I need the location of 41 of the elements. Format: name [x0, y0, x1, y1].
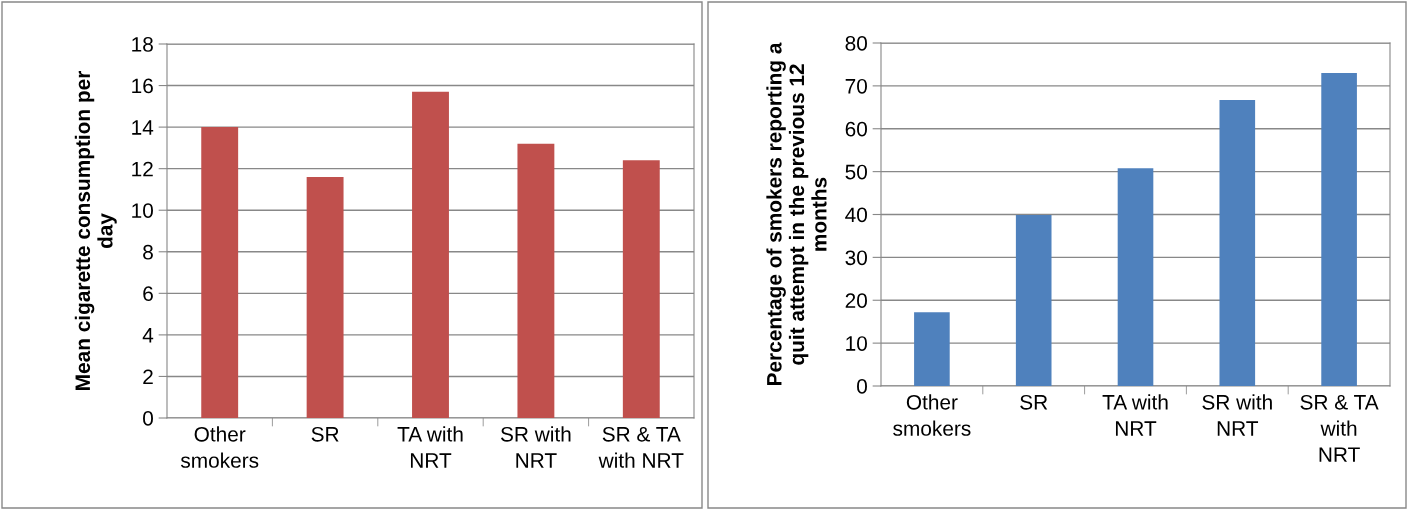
y-tick-label: 10 — [132, 203, 153, 218]
y-tick-label: 20 — [845, 293, 867, 308]
bar — [306, 176, 344, 418]
bar — [622, 160, 660, 418]
x-tick-label: SR — [311, 426, 339, 442]
y-tick-label: 0 — [143, 411, 153, 426]
y-tick-label: 6 — [143, 286, 153, 302]
y-tick-label: 30 — [845, 250, 867, 266]
y-tick-label: 40 — [845, 207, 867, 223]
bar — [1321, 73, 1357, 386]
y-tick-label: 80 — [845, 36, 867, 51]
x-tick-label: SR & TA with NRT — [598, 426, 684, 468]
bar — [201, 127, 239, 418]
x-tick-label: Other smokers — [180, 426, 259, 468]
y-axis-title: Percentage of smokers reporting a quit attempt in the previous 12 months — [766, 42, 827, 386]
y-tick-label: 4 — [142, 328, 154, 343]
x-tick-label: Other smokers — [893, 394, 971, 436]
y-tick-label: 0 — [857, 379, 867, 394]
bar — [914, 312, 950, 386]
y-tick-label: 70 — [845, 78, 867, 94]
bar — [412, 91, 449, 418]
y-tick-label: 50 — [845, 164, 867, 180]
y-tick-label: 18 — [132, 37, 153, 52]
bar — [1219, 100, 1256, 386]
x-tick-label: SR with NRT — [500, 426, 571, 468]
y-axis-title: Mean cigarette consumption per day — [74, 70, 117, 390]
y-tick-label: 14 — [132, 120, 154, 135]
bar — [1015, 214, 1052, 386]
x-tick-label: TA with NRT — [1102, 394, 1168, 436]
x-tick-label: TA with NRT — [397, 426, 463, 468]
y-tick-label: 10 — [846, 336, 867, 351]
y-tick-label: 12 — [132, 161, 153, 177]
y-tick-label: 2 — [143, 369, 153, 384]
y-tick-label: 16 — [132, 78, 153, 94]
bar — [1117, 168, 1154, 386]
y-tick-label: 8 — [143, 244, 153, 260]
y-tick-label: 60 — [845, 121, 867, 137]
x-tick-label: SR — [1020, 394, 1048, 410]
bar — [517, 143, 555, 418]
x-tick-label: SR & TA with NRT — [1300, 394, 1379, 462]
x-tick-label: SR with NRT — [1202, 394, 1272, 436]
